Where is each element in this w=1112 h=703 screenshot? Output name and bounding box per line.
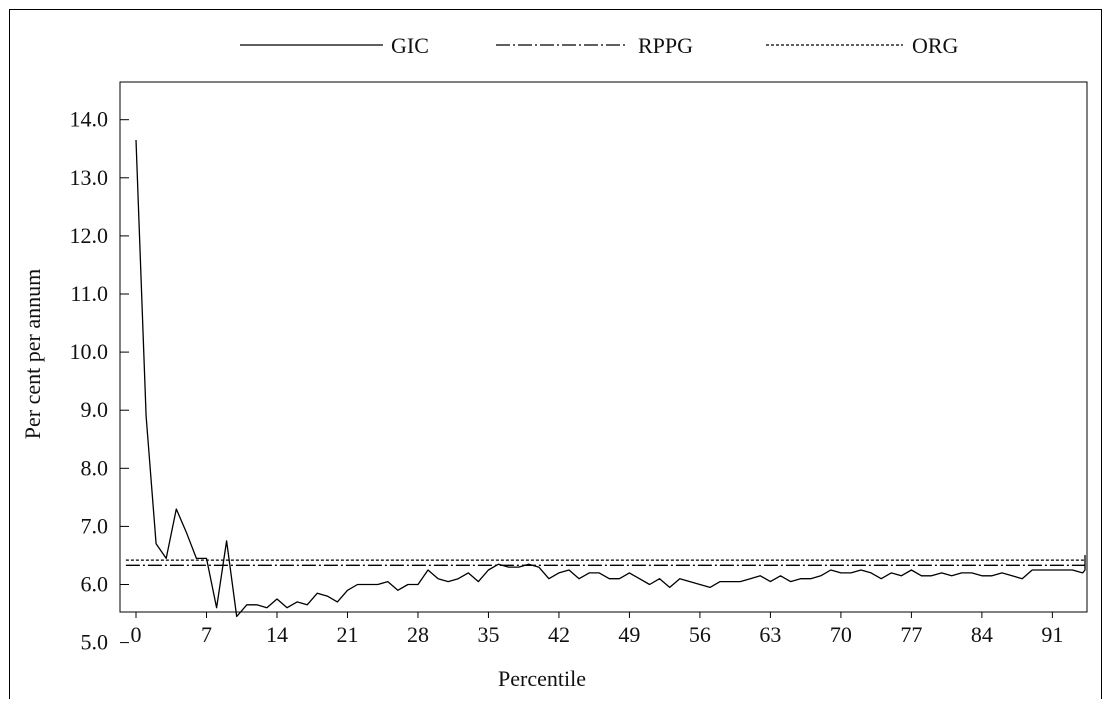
y-axis: 5.0 6.0 7.0 8.0 9.0 10.0 11.0 12.0 13.0 14.0: [70, 107, 129, 655]
x-tick-label: 63: [759, 622, 781, 647]
legend-label-gic: GIC: [391, 33, 429, 58]
x-tick-label: 49: [618, 622, 640, 647]
series-layer: [125, 139, 1086, 618]
x-tick-label: 77: [900, 622, 922, 647]
y-tick-label: 7.0: [81, 513, 109, 538]
x-tick-label: 7: [201, 622, 212, 647]
legend-label-rppg: RPPG: [638, 33, 693, 58]
x-tick-label: 0: [131, 622, 142, 647]
x-tick-label: 91: [1041, 622, 1063, 647]
x-tick-label: 56: [689, 622, 711, 647]
y-tick-label: 11.0: [70, 281, 108, 306]
x-tick-label: 84: [971, 622, 993, 647]
series-gic-line: [135, 139, 1086, 618]
x-tick-label: 70: [830, 622, 852, 647]
chart-frame: [9, 9, 1102, 699]
y-axis-label: Per cent per annum: [20, 269, 45, 439]
legend-label-org: ORG: [912, 33, 959, 58]
x-tick-label: 21: [336, 622, 358, 647]
x-tick-label: 14: [266, 622, 288, 647]
y-tick-label: 8.0: [81, 455, 109, 480]
x-tick-label: 42: [548, 622, 570, 647]
legend: GIC RPPG ORG: [240, 33, 959, 58]
y-tick-label: 6.0: [81, 572, 109, 597]
y-tick-label: 14.0: [70, 107, 109, 132]
y-tick-label: 5.0: [81, 630, 109, 655]
plot-area: [119, 81, 1088, 613]
y-tick-label: 12.0: [70, 223, 109, 248]
y-tick-label: 13.0: [70, 165, 109, 190]
y-tick-label: 10.0: [70, 339, 109, 364]
x-axis-label: Percentile: [498, 666, 586, 691]
y-tick-label: 9.0: [81, 397, 109, 422]
x-tick-label: 35: [477, 622, 499, 647]
x-axis: 0714212835424956637077849198: [131, 612, 1112, 647]
x-tick-label: 28: [407, 622, 429, 647]
